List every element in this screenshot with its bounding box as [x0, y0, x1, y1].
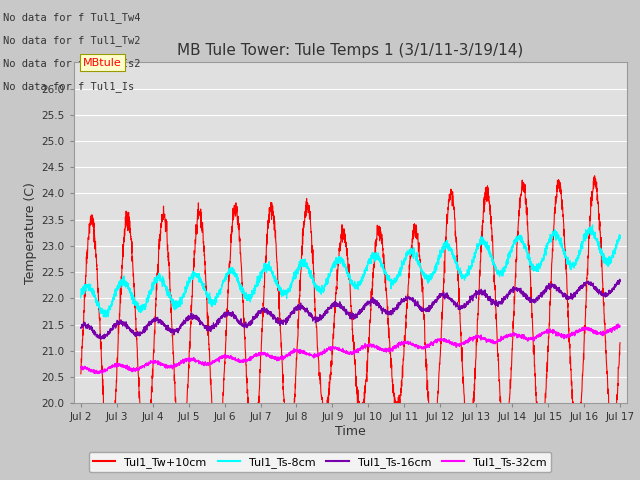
Text: MBtule: MBtule — [83, 58, 122, 68]
X-axis label: Time: Time — [335, 425, 366, 438]
Text: No data for f Tul1_Is2: No data for f Tul1_Is2 — [3, 58, 141, 69]
Title: MB Tule Tower: Tule Temps 1 (3/1/11-3/19/14): MB Tule Tower: Tule Temps 1 (3/1/11-3/19… — [177, 44, 524, 59]
Y-axis label: Temperature (C): Temperature (C) — [24, 182, 37, 284]
Text: No data for f Tul1_Tw2: No data for f Tul1_Tw2 — [3, 35, 141, 46]
Text: No data for f Tul1_Tw4: No data for f Tul1_Tw4 — [3, 12, 141, 23]
Legend: Tul1_Tw+10cm, Tul1_Ts-8cm, Tul1_Ts-16cm, Tul1_Ts-32cm: Tul1_Tw+10cm, Tul1_Ts-8cm, Tul1_Ts-16cm,… — [89, 452, 551, 472]
Text: No data for f Tul1_Is: No data for f Tul1_Is — [3, 81, 134, 92]
